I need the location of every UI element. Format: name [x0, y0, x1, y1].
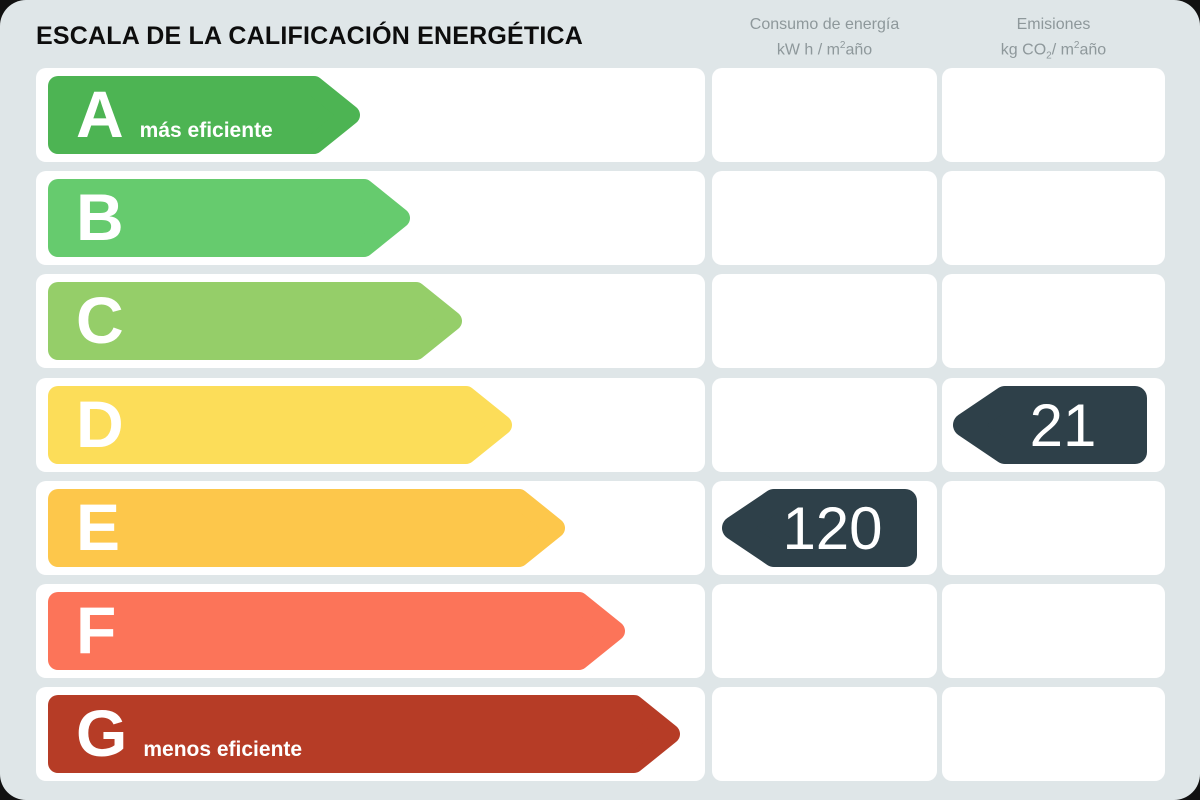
rating-bar-f: F — [48, 592, 625, 670]
arrow-left-icon — [953, 386, 1147, 464]
grade-letter: G — [76, 696, 128, 770]
scale-row-c: C — [36, 274, 705, 368]
emissions-cell-g — [942, 687, 1165, 781]
rating-bar-d: D — [48, 386, 512, 464]
emissions-value: 21 — [1029, 391, 1097, 459]
arrow-right-icon — [48, 489, 565, 567]
consumption-cell-c — [712, 274, 937, 368]
grade-letter: F — [76, 593, 117, 667]
grade-letter: D — [76, 387, 124, 461]
emissions-cell-c — [942, 274, 1165, 368]
consumption-unit-pre: kW h / m — [776, 41, 840, 59]
efficiency-label: más eficiente — [139, 119, 273, 142]
consumption-cell-g — [712, 687, 937, 781]
consumption-unit-sup: 2 — [839, 40, 846, 51]
emissions-value-badge: 21 — [953, 386, 1147, 464]
scale-row-d: D — [36, 378, 705, 472]
consumption-unit-post: año — [845, 41, 873, 59]
emissions-cell-a — [942, 68, 1165, 162]
rating-bar-e: E — [48, 489, 565, 567]
consumption-column-header: Consumo de energía kW h / m2año — [712, 14, 937, 60]
arrow-left-icon — [722, 489, 917, 567]
scale-row-b: B — [36, 171, 705, 265]
emissions-header-line1: Emisiones — [1016, 16, 1091, 33]
grade-letter: B — [76, 180, 124, 254]
arrow-right-icon — [48, 386, 512, 464]
consumption-header-line1: Consumo de energía — [749, 16, 900, 33]
arrow-right-icon — [48, 179, 410, 257]
rating-bar-b: B — [48, 179, 410, 257]
emissions-unit-pre: kg CO — [1000, 41, 1047, 59]
emissions-cell-e — [942, 481, 1165, 575]
grade-letter: A — [76, 77, 124, 151]
grade-letter: E — [76, 490, 121, 564]
emissions-unit-sup: 2 — [1073, 40, 1080, 51]
scale-row-e: E — [36, 481, 705, 575]
emissions-unit-post: año — [1079, 41, 1107, 59]
consumption-cell-f — [712, 584, 937, 678]
arrow-right-icon — [48, 282, 462, 360]
consumption-cell-b — [712, 171, 937, 265]
emissions-cell-b — [942, 171, 1165, 265]
arrow-right-icon — [48, 695, 680, 773]
consumption-cell-d — [712, 378, 937, 472]
consumption-cell-a — [712, 68, 937, 162]
page-title: ESCALA DE LA CALIFICACIÓN ENERGÉTICA — [36, 22, 584, 50]
rating-bar-c: C — [48, 282, 462, 360]
efficiency-label: menos eficiente — [143, 738, 303, 761]
emissions-column-header: Emisiones kg CO2/ m2año — [942, 14, 1165, 67]
arrow-right-icon — [48, 592, 625, 670]
scale-row-f: F — [36, 584, 705, 678]
grade-letter: C — [76, 283, 124, 357]
consumption-value: 120 — [782, 494, 883, 562]
emissions-unit-mid: / m — [1051, 41, 1074, 59]
consumption-value-badge: 120 — [722, 489, 917, 567]
emissions-unit-sub: 2 — [1046, 50, 1052, 62]
arrow-right-icon — [48, 76, 360, 154]
emissions-cell-f — [942, 584, 1165, 678]
